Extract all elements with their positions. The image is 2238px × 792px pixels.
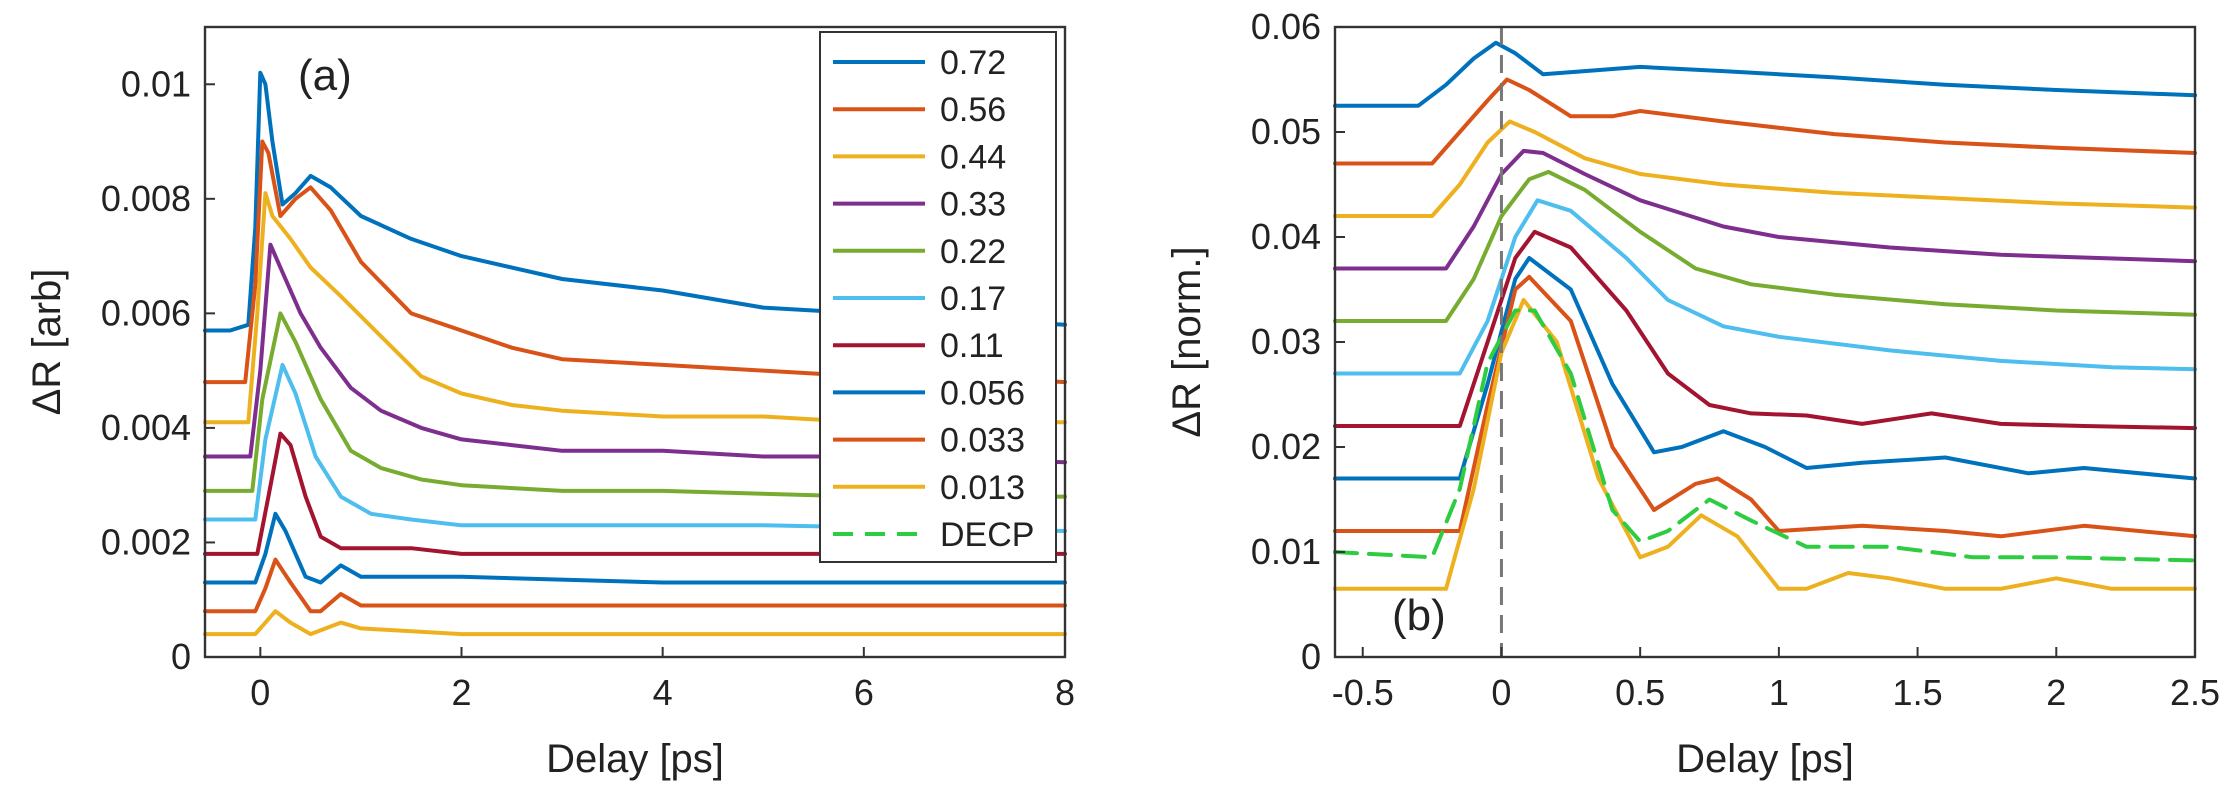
- panel-a-chart: 0 2 4 6 8 0 0.002 0.004 0.006 0.008 0.01 (a) Dela…: [25, 25, 1075, 781]
- legend-box: [819, 31, 1057, 563]
- x-tick-label: 4: [653, 672, 673, 713]
- series-line-b-0.17: [1333, 198, 2197, 376]
- x-tick-label: 6: [854, 672, 874, 713]
- y-tick-label: 0: [171, 636, 191, 677]
- x-tick-label: 1.5: [1893, 672, 1943, 713]
- series-line-b-0.22: [1333, 169, 2197, 323]
- panel-a-y-axis-title: ΔR [arb]: [25, 269, 69, 416]
- series-line-a-0.11: [203, 431, 1067, 556]
- series-line-a-0.033: [203, 557, 1067, 614]
- series-line-a-0.72: [203, 70, 1067, 333]
- series-line-a-0.44: [203, 191, 1067, 425]
- legend-label-DECP: DECP: [940, 516, 1034, 554]
- y-tick-label: 0.006: [101, 292, 191, 333]
- y-tick-label: 0.01: [1251, 531, 1321, 572]
- legend-label-0.44: 0.44: [940, 138, 1006, 176]
- x-tick-label: 2: [2046, 672, 2066, 713]
- x-tick-label: -0.5: [1332, 672, 1394, 713]
- series-line-b-0.11: [1333, 229, 2197, 431]
- y-tick-label: 0.05: [1251, 111, 1321, 152]
- panel-a-x-axis-title: Delay [ps]: [546, 737, 724, 781]
- panel-a-y-ticks: 0 0.002 0.004 0.006 0.008 0.01: [101, 63, 215, 677]
- panel-a-legend: 0.72 0.56 0.44 0.33 0.22 0.17 0.11 0.056 0.033 0.…: [819, 31, 1057, 563]
- x-tick-label: 1: [1769, 672, 1789, 713]
- legend-label-0.33: 0.33: [940, 186, 1006, 224]
- series-line-b-0.056: [1333, 256, 2197, 481]
- legend-label-0.056: 0.056: [940, 374, 1025, 412]
- legend-label-0.22: 0.22: [940, 233, 1006, 271]
- y-tick-label: 0.002: [101, 521, 191, 562]
- y-tick-label: 0.06: [1251, 6, 1321, 47]
- legend-label-0.013: 0.013: [940, 469, 1025, 507]
- legend-label-0.033: 0.033: [940, 422, 1025, 460]
- y-tick-label: 0: [1301, 636, 1321, 677]
- panel-b-x-ticks: -0.5 0 0.5 1 1.5 2 2.5: [1332, 647, 2220, 713]
- y-tick-label: 0.02: [1251, 426, 1321, 467]
- x-tick-label: 8: [1055, 672, 1075, 713]
- panel-b-x-axis-title: Delay [ps]: [1676, 737, 1854, 781]
- y-tick-label: 0.008: [101, 178, 191, 219]
- panel-b-series-group: [1333, 40, 2197, 591]
- series-line-b-0.72: [1333, 40, 2197, 108]
- series-line-a-0.013: [203, 609, 1067, 637]
- series-line-b-0.44: [1333, 119, 2197, 218]
- x-tick-label: 2: [451, 672, 471, 713]
- series-line-a-0.056: [203, 511, 1067, 585]
- y-tick-label: 0.004: [101, 407, 191, 448]
- series-line-b-0.33: [1333, 148, 2197, 271]
- panel-a-x-ticks: 0 2 4 6 8: [250, 647, 1075, 713]
- panel-b-plot-area: [1335, 27, 2195, 657]
- series-line-a-0.56: [203, 139, 1067, 385]
- series-line-a-0.17: [203, 362, 1067, 533]
- series-line-a-0.33: [203, 242, 1067, 465]
- panel-a-label: (a): [298, 51, 352, 100]
- legend-label-0.11: 0.11: [940, 327, 1004, 365]
- series-line-a-0.22: [203, 311, 1067, 499]
- legend-label-0.17: 0.17: [940, 280, 1006, 318]
- x-tick-label: 0: [250, 672, 270, 713]
- y-tick-label: 0.04: [1251, 216, 1321, 257]
- panel-b-chart: -0.5 0 0.5 1 1.5 2 2.5 0 0.01 0.02 0.03 0.04 0.05 0.…: [1165, 6, 2220, 781]
- series-line-b-DECP: [1333, 308, 2197, 563]
- panel-a-axes-box: [203, 25, 1067, 659]
- series-line-b-0.013: [1333, 298, 2197, 591]
- x-tick-label: 2.5: [2170, 672, 2220, 713]
- x-tick-label: 0: [1491, 672, 1511, 713]
- series-line-b-0.56: [1333, 77, 2197, 166]
- panel-b-y-axis-title: ΔR [norm.]: [1165, 246, 1209, 437]
- legend-label-0.56: 0.56: [940, 91, 1006, 129]
- y-tick-label: 0.03: [1251, 321, 1321, 362]
- panel-b-y-ticks: 0 0.01 0.02 0.03 0.04 0.05 0.06: [1251, 6, 1345, 677]
- panel-b-label: (b): [1392, 591, 1446, 640]
- legend-label-0.72: 0.72: [940, 44, 1006, 82]
- y-tick-label: 0.01: [121, 63, 191, 104]
- x-tick-label: 0.5: [1615, 672, 1665, 713]
- panel-a-series-group: [203, 70, 1067, 637]
